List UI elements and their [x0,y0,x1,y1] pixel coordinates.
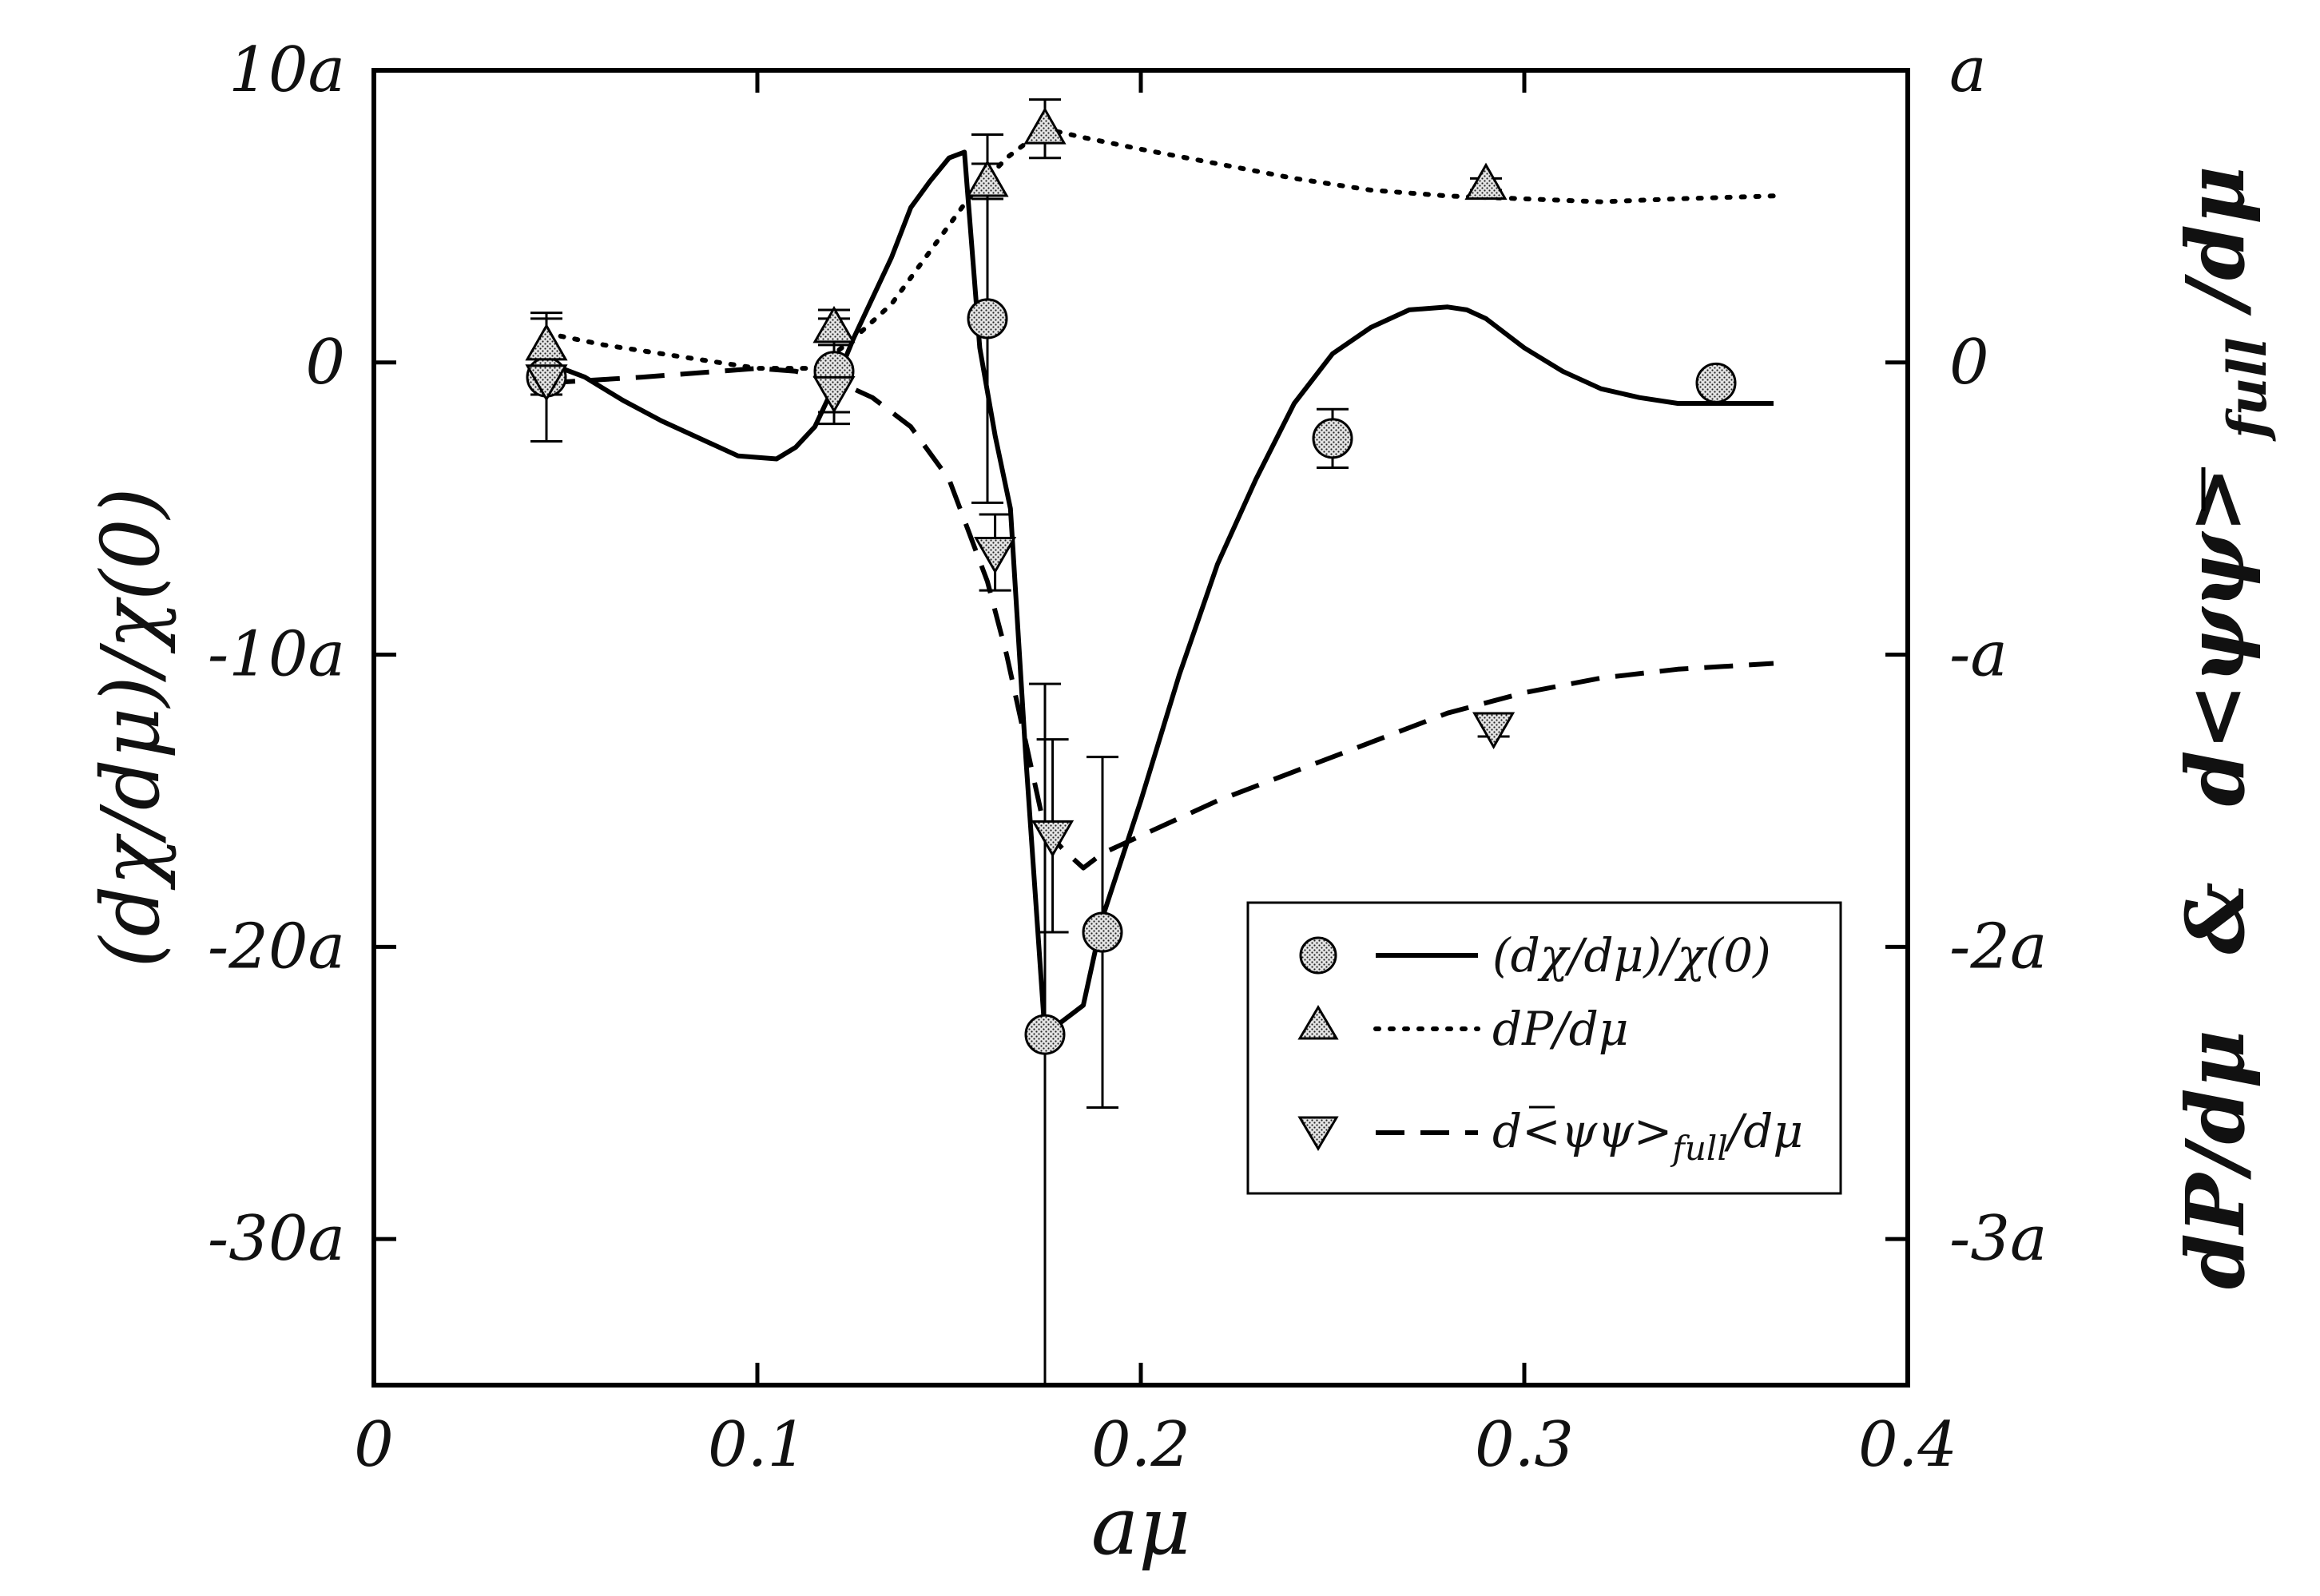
series-2-point-1 [812,375,856,414]
y-tick-label-right-1: 0 [1949,327,1989,399]
legend-marker-circle [1299,936,1337,975]
curves [544,126,1776,1038]
y-tick-label-right-2: -a [1949,619,2008,691]
series-0-point-4 [1082,911,1123,953]
tick-marks [371,68,1910,1385]
series-1-point-3 [1023,107,1067,145]
y-axis-title-right: dP/dμ & d<ψψ> full /dμ [2168,166,2285,1289]
y-tick-label-right-0: a [1949,34,1987,106]
y-axis-title-left: (dχ/dμ)/χ(0) [84,487,177,967]
series-0-point-6 [1695,362,1737,403]
series-2-curve [546,366,1774,871]
series-0-point-3 [1024,1014,1066,1055]
y-axis-title-right-sub: full [2216,337,2278,442]
y-tick-label-left-4: -30a [208,1203,345,1275]
x-tick-label-2: 0.2 [1091,1409,1190,1481]
legend-label-psi-sub: full [1670,1129,1727,1168]
series-0-point-5 [1312,418,1353,459]
series-2-point-0 [525,364,568,402]
x-tick-label-0: 0 [354,1409,394,1481]
legend-entry-chi: (dχ/dμ)/χ(0) [1299,928,1771,983]
x-axis-title: aμ [1091,1479,1191,1573]
legend-marker-triangle-down [1297,1116,1339,1151]
legend-label-psi-main: d<ψψ> [1492,1104,1672,1158]
series-1-curve [544,126,1776,371]
legend-label-chi: (dχ/dμ)/χ(0) [1492,928,1771,983]
series-2-point-3 [1031,820,1075,858]
y-tick-label-left-0: 10a [228,34,345,106]
legend-entry-psi: d<ψψ>full/dμ [1297,1104,1803,1168]
legend-label-psi: d<ψψ>full/dμ [1492,1104,1803,1168]
tick-labels: 0 0.1 0.2 0.3 0.4 10a 0 -10a -20a -30a a 0 -a -2a -3a [208,34,2048,1481]
y-tick-label-left-1: 0 [305,327,345,399]
legend: (dχ/dμ)/χ(0) dP/dμ d<ψψ>full/dμ [1246,901,1842,1195]
y-tick-label-left-3: -20a [208,911,345,983]
svg-text:dP/dμ & d<ψψ>: dP/dμ & d<ψψ> full /dμ [2168,166,2285,1289]
legend-box [1246,901,1842,1195]
x-tick-label-3: 0.3 [1475,1409,1574,1481]
y-axis-title-right-part1: dP/dμ [2168,1030,2262,1289]
legend-label-psi-suffix: /dμ [1724,1104,1803,1158]
legend-entry-dp: dP/dμ [1297,1002,1629,1056]
y-tick-label-left-2: -10a [208,619,345,691]
y-tick-label-right-4: -3a [1949,1203,2047,1275]
markers [525,107,1737,1055]
series-2-point-4 [1472,712,1516,750]
y-tick-label-right-3: -2a [1949,911,2047,983]
y-axis-title-right-amp: & [2168,882,2262,954]
series-1-point-4 [1464,162,1508,200]
x-tick-label-4: 0.4 [1858,1409,1957,1481]
series-1-point-1 [812,305,856,343]
series-1-point-0 [525,323,568,361]
y-axis-title-right-part2: d<ψψ> [2168,466,2262,807]
legend-marker-triangle-up [1297,1005,1339,1040]
y-axis-title-right-part3: /dμ [2168,166,2262,316]
series-0-point-2 [967,298,1008,339]
x-tick-label-1: 0.1 [708,1409,807,1481]
series-2-point-2 [974,537,1017,574]
series-1-point-2 [966,159,1009,197]
legend-label-dp: dP/dμ [1492,1002,1629,1056]
